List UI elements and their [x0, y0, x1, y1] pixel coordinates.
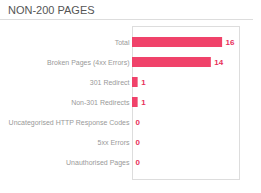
svg-text:0: 0 [136, 138, 141, 147]
svg-text:Total: Total [115, 39, 130, 46]
html-text:NON-200 PAGES: NON-200 PAGES [8, 4, 95, 16]
svg-text:301 Redirect: 301 Redirect [90, 79, 130, 86]
svg-text:14: 14 [214, 58, 223, 67]
svg-text:0: 0 [136, 158, 141, 167]
svg-text:1: 1 [141, 78, 146, 87]
svg-text:Non-301 Redirects: Non-301 Redirects [71, 99, 130, 106]
svg-text:1: 1 [141, 98, 146, 107]
svg-text:16: 16 [226, 38, 235, 47]
svg-text:Broken Pages (4xx Errors): Broken Pages (4xx Errors) [47, 59, 129, 67]
svg-text:5xx Errors: 5xx Errors [98, 139, 130, 146]
svg-text:0: 0 [136, 118, 141, 127]
svg-text:Unauthorised Pages: Unauthorised Pages [66, 159, 130, 167]
svg-text:Uncategorised HTTP Response Co: Uncategorised HTTP Response Codes [9, 119, 130, 127]
